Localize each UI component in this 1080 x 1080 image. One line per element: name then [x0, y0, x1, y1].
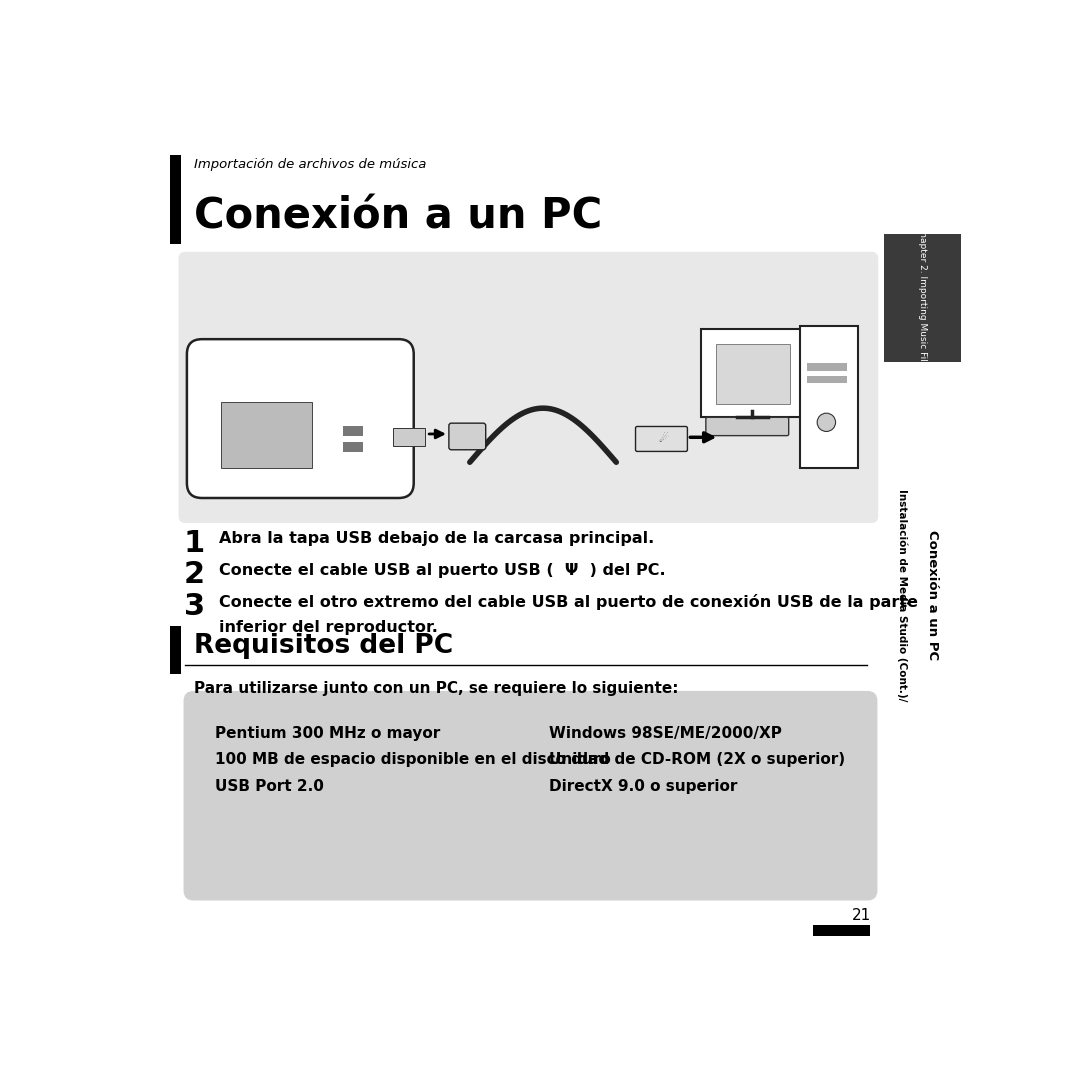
Text: inferior del reproductor.: inferior del reproductor. — [218, 620, 437, 635]
FancyBboxPatch shape — [178, 252, 878, 523]
Text: Conexión a un PC: Conexión a un PC — [193, 195, 602, 238]
Bar — [716, 345, 789, 404]
FancyBboxPatch shape — [221, 403, 312, 468]
Text: Importación de archivos de música: Importación de archivos de música — [193, 158, 426, 171]
Text: ☄: ☄ — [658, 434, 669, 444]
Bar — [807, 363, 848, 370]
Text: 21: 21 — [852, 908, 872, 923]
Text: Abra la tapa USB debajo de la carcasa principal.: Abra la tapa USB debajo de la carcasa pr… — [218, 531, 654, 546]
Text: DirectX 9.0 o superior: DirectX 9.0 o superior — [550, 779, 738, 794]
FancyBboxPatch shape — [800, 326, 859, 468]
Text: Conecte el otro extremo del cable USB al puerto de conexión USB de la parte: Conecte el otro extremo del cable USB al… — [218, 594, 918, 610]
FancyBboxPatch shape — [184, 691, 877, 901]
FancyBboxPatch shape — [701, 329, 804, 417]
Circle shape — [818, 414, 836, 432]
FancyBboxPatch shape — [706, 417, 788, 435]
FancyBboxPatch shape — [187, 339, 414, 498]
Bar — [807, 376, 848, 383]
Text: 3: 3 — [184, 592, 205, 621]
Bar — [342, 443, 363, 453]
FancyBboxPatch shape — [885, 233, 961, 363]
Text: Unidad de CD-ROM (2X o superior): Unidad de CD-ROM (2X o superior) — [550, 753, 846, 768]
Text: Conecte el cable USB al puerto USB (  Ψ  ) del PC.: Conecte el cable USB al puerto USB ( Ψ )… — [218, 563, 665, 578]
Text: Instalación de Media Studio (Cont.)/: Instalación de Media Studio (Cont.)/ — [897, 489, 908, 702]
Text: Requisitos del PC: Requisitos del PC — [193, 633, 453, 659]
Bar — [393, 428, 424, 446]
Text: Conexión a un PC: Conexión a un PC — [927, 530, 940, 660]
Text: 2: 2 — [184, 561, 205, 590]
Text: 1: 1 — [184, 529, 205, 557]
Text: 100 MB de espacio disponible en el disco duro: 100 MB de espacio disponible en el disco… — [215, 753, 610, 768]
Bar — [171, 154, 181, 244]
Text: Pentium 300 MHz o mayor: Pentium 300 MHz o mayor — [215, 726, 440, 741]
Text: USB Port 2.0: USB Port 2.0 — [215, 779, 323, 794]
Text: Chapter 2. Importing Music Files: Chapter 2. Importing Music Files — [918, 225, 927, 372]
Bar — [171, 626, 181, 674]
Text: Para utilizarse junto con un PC, se requiere lo siguiente:: Para utilizarse junto con un PC, se requ… — [193, 681, 678, 696]
FancyBboxPatch shape — [635, 427, 687, 451]
Text: Windows 98SE/ME/2000/XP: Windows 98SE/ME/2000/XP — [550, 726, 782, 741]
FancyBboxPatch shape — [449, 423, 486, 449]
Bar — [342, 426, 363, 435]
Bar — [813, 926, 869, 936]
